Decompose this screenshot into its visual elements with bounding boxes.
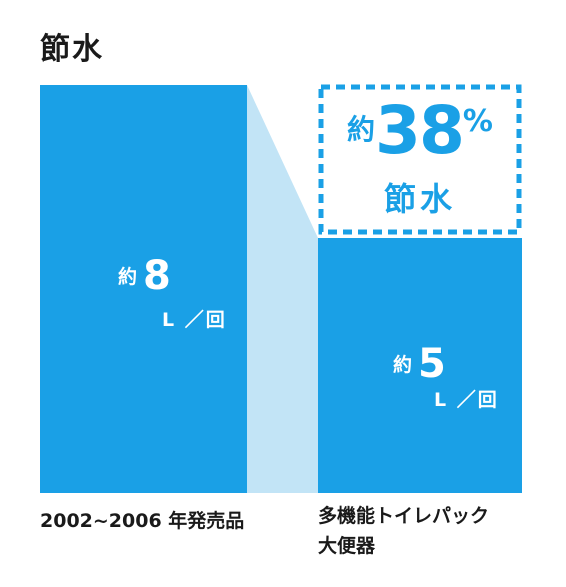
category-label-line: 大便器	[318, 535, 376, 557]
bar-2	[318, 238, 522, 493]
bar-1	[40, 85, 247, 493]
savings-label: 節水	[383, 180, 456, 218]
value-prefix: 約	[118, 266, 138, 288]
savings-percent: 約38%	[318, 92, 522, 169]
category-label-line: 2002~2006 年発売品	[40, 510, 245, 532]
value-prefix: 約	[393, 354, 413, 376]
connector-band	[247, 85, 318, 493]
category-label-1: 2002~2006 年発売品	[40, 506, 244, 536]
savings-badge: 約38% 節水	[318, 86, 522, 222]
category-label-2: 多機能トイレパック 大便器	[318, 501, 548, 561]
value-number: 5	[418, 341, 446, 387]
chart-title: 節水	[40, 32, 104, 67]
category-label-line: 多機能トイレパック	[318, 505, 490, 527]
value-number: 8	[143, 253, 171, 299]
savings-prefix: 約	[347, 113, 376, 146]
savings-suffix: %	[462, 104, 493, 139]
bar-unit-label-2: L ／回	[434, 389, 499, 411]
savings-badge-border	[318, 84, 522, 235]
savings-value: 38	[375, 92, 465, 169]
bar-unit-label-1: L ／回	[162, 309, 227, 331]
